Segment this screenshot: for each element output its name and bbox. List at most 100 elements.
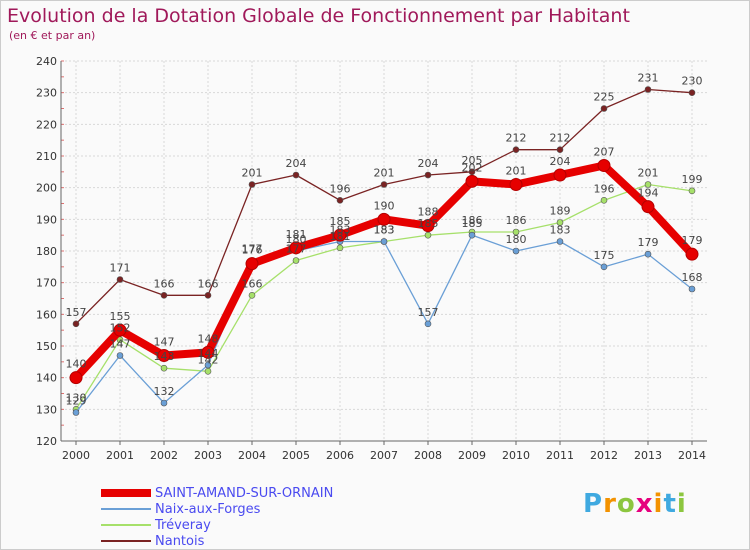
x-tick-label: 2011	[546, 449, 574, 462]
data-point	[465, 174, 479, 188]
data-point	[553, 168, 567, 182]
legend-item-saint-amand: SAINT-AMAND-SUR-ORNAIN	[101, 485, 333, 501]
data-label: 204	[550, 155, 571, 168]
legend-swatch-nantois	[101, 540, 151, 542]
y-tick-label: 190	[36, 213, 57, 226]
data-point	[160, 364, 168, 372]
data-label: 185	[418, 217, 439, 230]
data-label: 177	[242, 243, 263, 256]
data-point	[600, 105, 608, 112]
data-label: 166	[242, 277, 263, 290]
data-point	[380, 238, 388, 245]
legend-item-treveray: Tréveray	[101, 517, 333, 533]
y-tick-label: 220	[36, 118, 57, 131]
data-label: 212	[550, 132, 571, 145]
data-label: 148	[198, 332, 219, 345]
data-point	[556, 238, 564, 245]
data-label: 207	[594, 146, 615, 159]
data-label: 225	[594, 91, 615, 104]
data-point	[333, 228, 347, 242]
data-label: 179	[638, 236, 659, 249]
data-label: 189	[550, 205, 571, 218]
data-label: 231	[638, 72, 659, 85]
data-label: 176	[242, 244, 263, 257]
y-tick-label: 240	[36, 55, 57, 68]
data-point	[377, 212, 391, 226]
data-point	[688, 187, 696, 195]
data-label: 180	[506, 233, 527, 246]
data-point	[380, 181, 388, 188]
data-label: 201	[374, 167, 395, 180]
data-label: 157	[418, 306, 439, 319]
chart-legend: SAINT-AMAND-SUR-ORNAIN Naix-aux-Forges T…	[101, 485, 333, 549]
data-label: 181	[330, 230, 351, 243]
data-label: 201	[638, 167, 659, 180]
x-tick-label: 2002	[150, 449, 178, 462]
data-point	[644, 86, 652, 93]
data-point	[556, 146, 564, 153]
data-label: 180	[286, 233, 307, 246]
data-label: 129	[66, 395, 87, 408]
data-point	[600, 197, 608, 204]
legend-item-naix: Naix-aux-Forges	[101, 501, 333, 517]
data-point	[69, 371, 83, 385]
data-label: 186	[506, 214, 527, 227]
data-point	[641, 200, 655, 214]
y-tick-label: 140	[36, 372, 57, 385]
x-tick-label: 2001	[106, 449, 134, 462]
logo-letter: t	[663, 489, 677, 519]
x-tick-label: 2005	[282, 449, 310, 462]
data-label: 143	[154, 350, 175, 363]
x-tick-label: 2008	[414, 449, 442, 462]
data-point	[509, 178, 523, 191]
proxiti-logo: Proxiti	[583, 489, 687, 519]
data-label: 188	[418, 206, 439, 219]
y-tick-label: 170	[36, 277, 57, 290]
data-label: 196	[594, 182, 615, 195]
data-label: 142	[198, 353, 219, 366]
data-point	[292, 257, 300, 264]
data-point	[160, 399, 168, 407]
legend-item-nantois: Nantois	[101, 533, 333, 549]
data-point	[421, 219, 435, 233]
y-tick-label: 180	[36, 245, 57, 258]
legend-label: SAINT-AMAND-SUR-ORNAIN	[155, 485, 334, 501]
data-label: 201	[242, 167, 263, 180]
y-tick-label: 160	[36, 308, 57, 321]
data-point	[116, 352, 124, 359]
data-point	[685, 247, 699, 261]
data-label: 230	[682, 75, 703, 88]
data-label: 166	[198, 277, 219, 290]
data-label: 186	[462, 214, 483, 227]
data-label: 152	[110, 322, 131, 335]
data-label: 144	[198, 347, 219, 360]
data-point	[336, 244, 344, 252]
data-point	[289, 241, 303, 255]
logo-letter: P	[583, 489, 604, 519]
logo-letter: r	[603, 489, 617, 519]
y-tick-label: 210	[36, 150, 57, 163]
x-tick-label: 2003	[194, 449, 222, 462]
data-label: 147	[154, 336, 175, 349]
data-point	[424, 231, 432, 239]
data-point	[160, 292, 168, 299]
y-tick-label: 130	[36, 403, 57, 416]
data-point	[248, 181, 256, 188]
data-point	[512, 146, 520, 153]
x-tick-label: 2000	[62, 449, 90, 462]
data-point	[245, 257, 259, 271]
data-label: 171	[110, 262, 131, 275]
data-label: 166	[154, 277, 175, 290]
data-point	[201, 345, 215, 359]
data-label: 185	[462, 217, 483, 230]
y-tick-label: 200	[36, 182, 57, 195]
data-label: 155	[110, 310, 131, 323]
data-label: 147	[110, 338, 131, 351]
legend-swatch-naix	[101, 508, 151, 510]
x-tick-label: 2010	[502, 449, 530, 462]
chart-title: Evolution de la Dotation Globale de Fonc…	[7, 5, 630, 27]
data-label: 212	[506, 132, 527, 145]
data-label: 183	[374, 224, 395, 237]
